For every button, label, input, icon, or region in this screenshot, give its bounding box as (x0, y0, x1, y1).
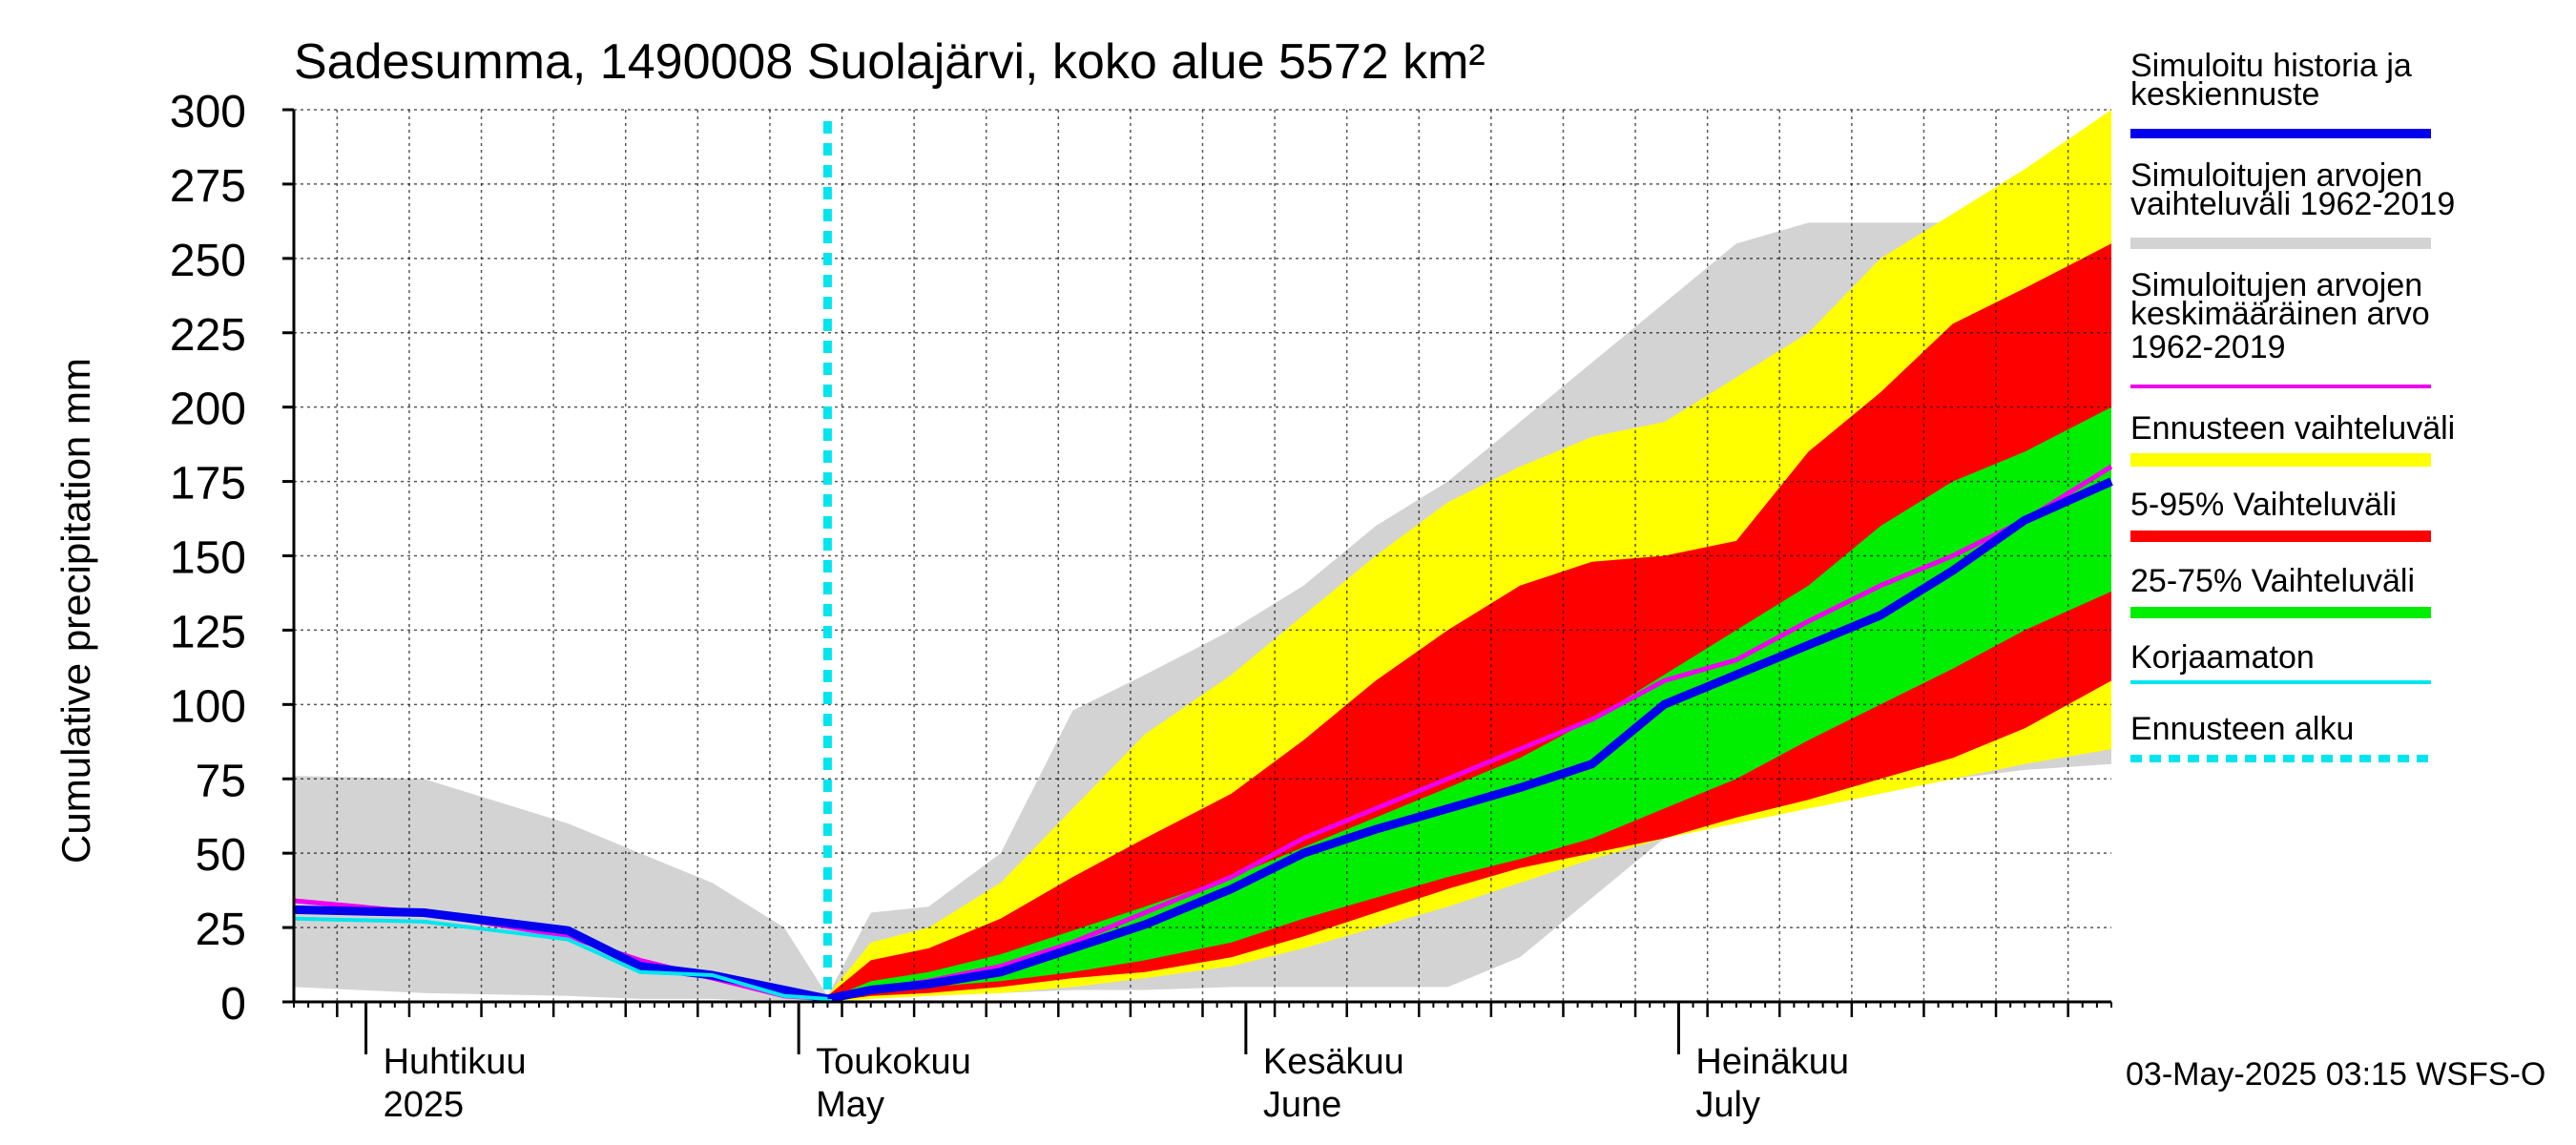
y-tick-label: 300 (170, 87, 246, 137)
y-tick-label: 200 (170, 385, 246, 435)
x-month-label-en: June (1263, 1085, 1341, 1125)
x-month-label-en: July (1695, 1085, 1760, 1125)
timestamp-footer: 03-May-2025 03:15 WSFS-O (2126, 1056, 2546, 1093)
legend-label: Simuloitujen arvojen (2130, 267, 2422, 303)
y-tick-label: 25 (196, 905, 246, 955)
legend-item-6: Korjaamaton (2130, 639, 2431, 684)
y-tick-label: 75 (196, 756, 246, 806)
chart-title: Sadesumma, 1490008 Suolajärvi, koko alue… (294, 34, 1485, 90)
y-tick-label: 0 (220, 979, 246, 1030)
legend-label: keskimääräinen arvo (2130, 296, 2430, 332)
legend-item-4: 5-95% Vaihteluväli (2130, 487, 2431, 542)
x-month-label-fi: Toukokuu (816, 1042, 971, 1082)
plot-area: 0 25 50 75 100 125 150 175 200 225 250 275 300 Huhtik… (170, 87, 2113, 1125)
legend-label: 1962-2019 (2130, 329, 2286, 365)
legend: Simuloitu historia jakeskiennusteSimuloi… (2130, 48, 2455, 762)
legend-label: Ennusteen vaihteluväli (2130, 410, 2455, 447)
band-2 (827, 243, 2111, 1003)
x-month-label-fi: Heinäkuu (1695, 1042, 1849, 1082)
y-axis-label: Cumulative precipitation mm (53, 358, 98, 864)
y-tick-label: 175 (170, 459, 246, 510)
legend-item-3: Ennusteen vaihteluväli (2130, 410, 2455, 467)
legend-item-5: 25-75% Vaihteluväli (2130, 563, 2431, 618)
y-tick-label: 125 (170, 607, 246, 657)
legend-label: Ennusteen alku (2130, 711, 2354, 747)
y-tick-label: 250 (170, 236, 246, 286)
x-month-label-en: 2025 (384, 1085, 465, 1125)
y-tick-label: 275 (170, 161, 246, 212)
legend-label: 5-95% Vaihteluväli (2130, 487, 2397, 523)
legend-label: Simuloitujen arvojen (2130, 157, 2422, 194)
legend-label: Korjaamaton (2130, 639, 2315, 676)
legend-label: vaihteluväli 1962-2019 (2130, 186, 2455, 222)
y-tick-label: 50 (196, 830, 246, 881)
y-tick-label: 225 (170, 310, 246, 361)
y-tick-label: 100 (170, 681, 246, 732)
series-line-2 (293, 916, 828, 1001)
legend-label: keskiennuste (2130, 76, 2319, 113)
x-month-label-fi: Kesäkuu (1263, 1042, 1404, 1082)
y-tick-label: 150 (170, 533, 246, 584)
legend-label: 25-75% Vaihteluväli (2130, 563, 2415, 599)
x-month-label-fi: Huhtikuu (384, 1042, 527, 1082)
x-month-label-en: May (816, 1085, 884, 1125)
legend-item-7: Ennusteen alku (2130, 711, 2431, 762)
band-3 (827, 406, 2111, 1002)
legend-label: Simuloitu historia ja (2130, 48, 2412, 84)
